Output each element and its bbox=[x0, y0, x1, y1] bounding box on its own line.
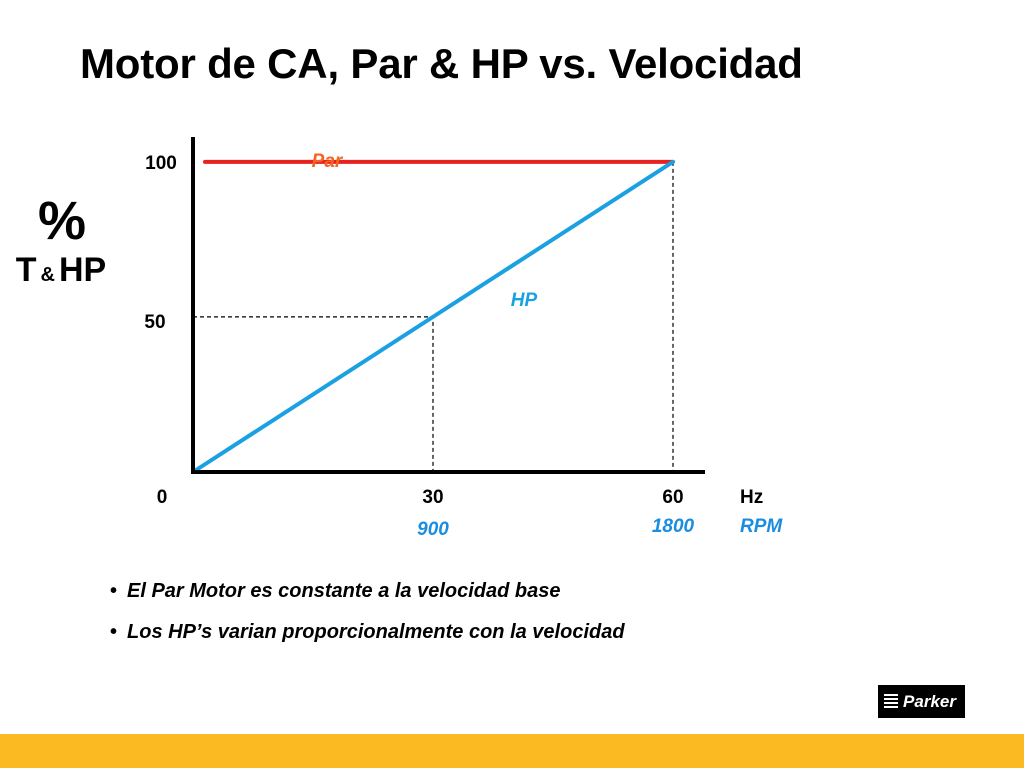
series-label-par: Par bbox=[312, 151, 344, 172]
series-lines bbox=[191, 159, 675, 474]
x-units-hz: Hz bbox=[740, 487, 763, 508]
y-axis-t-and-hp: T & HP bbox=[0, 252, 158, 293]
bullet-list: • El Par Motor es constante a la velocida… bbox=[110, 580, 625, 662]
logo-stripes-icon bbox=[884, 694, 898, 708]
tick-labels: 100 50 0 30 60 Hz 900 1800 RPM Par HP bbox=[144, 151, 783, 540]
y-axis-amp: & bbox=[40, 264, 55, 286]
parker-logo: Parker bbox=[878, 685, 965, 718]
x-tick-label-0: 0 bbox=[157, 487, 168, 508]
axes bbox=[191, 137, 705, 474]
bullet-marker: • bbox=[110, 580, 118, 602]
bullet-marker: • bbox=[110, 621, 118, 643]
y-axis-percent: % bbox=[37, 191, 86, 251]
bullet-text: El Par Motor es constante a la velocidad… bbox=[127, 580, 561, 602]
y-tick-label-50: 50 bbox=[144, 312, 165, 333]
x-secondary-units-rpm: RPM bbox=[740, 516, 783, 537]
x-secondary-label-1800: 1800 bbox=[652, 516, 695, 537]
y-axis-t: T bbox=[15, 251, 37, 289]
bullet-item: • Los HP’s varian proporcionalmente con l… bbox=[110, 621, 625, 644]
chart: 100 50 0 30 60 Hz 900 1800 RPM Par HP bbox=[144, 137, 783, 540]
logo-text: Parker bbox=[903, 691, 956, 711]
page-title: Motor de CA, Par & HP vs. Velocidad bbox=[80, 40, 803, 87]
bullet-item: • El Par Motor es constante a la velocida… bbox=[110, 580, 625, 603]
y-axis-label: % T & HP bbox=[16, 190, 158, 293]
footer-bar bbox=[0, 734, 1024, 768]
y-tick-label-100: 100 bbox=[145, 153, 177, 174]
y-axis-hp: HP bbox=[59, 251, 107, 289]
x-tick-label-60: 60 bbox=[662, 487, 683, 508]
series-label-hp: HP bbox=[511, 290, 538, 311]
bullet-text: Los HP’s varian proporcionalmente con la… bbox=[127, 621, 625, 643]
series-line-hp bbox=[191, 159, 675, 474]
x-secondary-label-900: 900 bbox=[417, 519, 449, 540]
x-tick-label-30: 30 bbox=[422, 487, 443, 508]
